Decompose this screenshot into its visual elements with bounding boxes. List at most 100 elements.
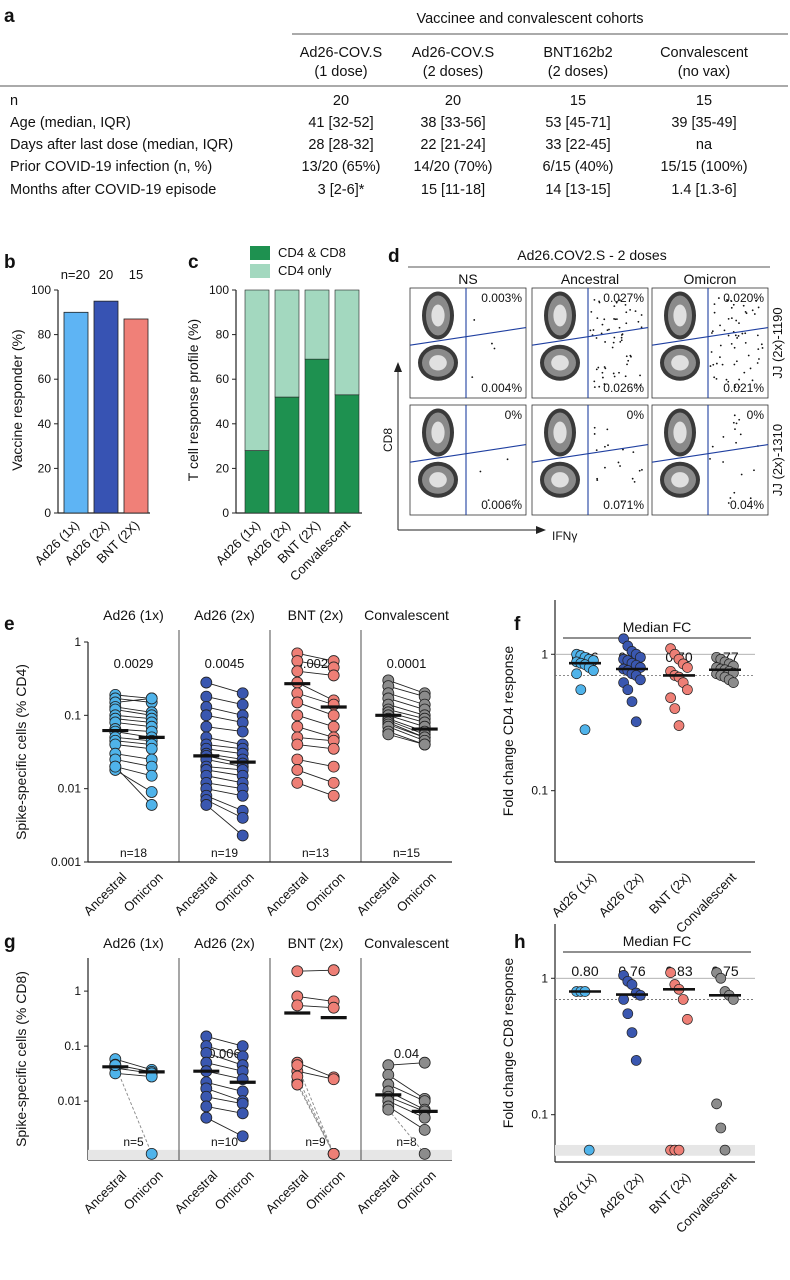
cell-value: 15 (696, 93, 712, 109)
event-dot (710, 351, 713, 353)
panel-letter: h (514, 932, 526, 953)
pair-line (206, 759, 243, 768)
event-dot (727, 502, 730, 504)
event-dot (632, 451, 635, 453)
event-dot (635, 384, 638, 387)
quadrant-lower-value: 0.006% (481, 498, 522, 512)
fold-change-point (583, 1144, 595, 1156)
event-dot (719, 356, 721, 359)
y-tick-label: 1 (74, 984, 81, 998)
pair-line (388, 698, 425, 710)
omicron-point (145, 692, 158, 705)
event-dot (601, 376, 604, 379)
event-dot (624, 303, 627, 306)
event-dot (639, 374, 641, 377)
event-dot (613, 305, 616, 308)
y-tick-label: 0.01 (58, 782, 82, 796)
pair-line (206, 726, 243, 733)
event-dot (761, 347, 764, 349)
ancestral-point (291, 1078, 304, 1091)
bar-cd4-cd8 (304, 358, 330, 514)
legend-label: CD4 & CD8 (278, 245, 346, 260)
pair-line (206, 1062, 243, 1072)
omicron-point (236, 687, 249, 700)
x-category-label: Ancestral (353, 1167, 402, 1216)
event-dot (631, 477, 634, 480)
pair-line (297, 660, 334, 668)
pair-line (388, 679, 425, 694)
event-dot (598, 300, 601, 303)
cell-population (553, 421, 567, 444)
pair-line (388, 709, 425, 720)
cell-population (551, 472, 569, 488)
event-dot (593, 386, 596, 389)
event-dot (596, 477, 599, 480)
event-dot (709, 457, 711, 460)
arrowhead (394, 362, 402, 372)
cd8-gate (531, 444, 649, 463)
fold-change-point (622, 1008, 634, 1020)
fold-change-point (622, 684, 634, 696)
event-dot (622, 448, 624, 451)
event-dot (634, 310, 637, 313)
x-category-label: Omicron (211, 1168, 256, 1213)
column-header-line2: (2 doses) (423, 64, 483, 80)
event-dot (738, 378, 741, 381)
legend-swatch (250, 246, 270, 260)
pair-line (114, 1065, 153, 1155)
y-tick-label: 0.1 (531, 1108, 548, 1122)
omicron-point (327, 1073, 340, 1086)
ancestral-point (291, 665, 304, 678)
omicron-point (418, 738, 431, 751)
event-dot (730, 299, 732, 302)
cell-value: 41 [32-52] (308, 115, 373, 131)
row-label: Days after last dose (median, IQR) (10, 137, 233, 153)
ancestral-point (291, 965, 304, 978)
event-dot (739, 433, 742, 436)
event-dot (620, 500, 623, 503)
donor-label: JJ (2x)-1310 (770, 424, 785, 496)
cell-value: 14/20 (70%) (414, 159, 493, 175)
fold-change-point (669, 703, 681, 714)
event-dot (487, 499, 490, 502)
panel-h: h 0.1 1 Fold change CD8 response Median FC 0.… (500, 924, 755, 1236)
event-dot (620, 336, 623, 339)
event-dot (604, 466, 606, 469)
n-label: n=15 (393, 846, 420, 860)
event-dot (734, 334, 737, 337)
quadrant-upper-value: 0.027% (603, 291, 644, 305)
ancestral-point (200, 690, 213, 703)
event-dot (604, 341, 606, 343)
pair-line (388, 1096, 425, 1112)
panel-letter: e (4, 614, 15, 635)
pair-line (115, 759, 152, 768)
omicron-point (236, 1040, 249, 1053)
pair-line (206, 706, 243, 716)
event-dot (735, 360, 738, 363)
y-tick-label: 1 (74, 635, 81, 649)
pair-line (297, 995, 334, 1002)
pair-line (206, 804, 243, 836)
event-dot (730, 306, 733, 309)
event-dot (606, 428, 609, 431)
event-dot (730, 342, 733, 345)
event-dot (606, 329, 609, 332)
event-dot (734, 428, 736, 430)
event-dot (603, 383, 606, 385)
event-dot (612, 372, 615, 375)
event-dot (629, 354, 632, 357)
pair-line (296, 1084, 335, 1155)
cell-value: na (696, 137, 713, 153)
cd8-gate (531, 327, 649, 346)
fold-change-point (682, 1013, 693, 1025)
x-category-label: Omicron (302, 1168, 347, 1213)
ancestral-point (200, 799, 213, 811)
cell-value: 3 [2-6]* (318, 182, 365, 198)
ancestral-point (382, 728, 395, 741)
x-category-label: Ancestral (171, 869, 220, 918)
event-dot (736, 337, 739, 339)
bar-ad26-2x- (93, 300, 119, 514)
event-dot (732, 303, 735, 306)
cell-population (431, 421, 445, 444)
